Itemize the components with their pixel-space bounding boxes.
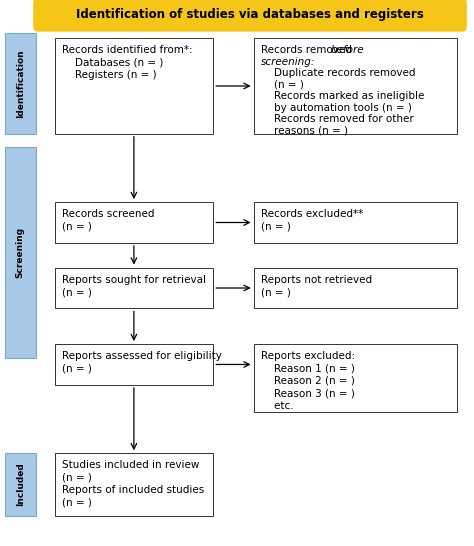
- Text: reasons (n = ): reasons (n = ): [261, 126, 348, 135]
- FancyBboxPatch shape: [254, 202, 457, 243]
- FancyBboxPatch shape: [55, 344, 213, 385]
- FancyBboxPatch shape: [5, 33, 36, 134]
- FancyBboxPatch shape: [5, 147, 36, 358]
- Text: Reports excluded:
    Reason 1 (n = )
    Reason 2 (n = )
    Reason 3 (n = )
  : Reports excluded: Reason 1 (n = ) Reason…: [261, 351, 355, 411]
- Text: Studies included in review
(n = )
Reports of included studies
(n = ): Studies included in review (n = ) Report…: [62, 460, 204, 507]
- Text: Included: Included: [16, 462, 25, 507]
- Text: Identification: Identification: [16, 49, 25, 117]
- Text: Screening: Screening: [16, 227, 25, 278]
- FancyBboxPatch shape: [55, 202, 213, 243]
- FancyBboxPatch shape: [5, 453, 36, 516]
- Text: Records excluded**
(n = ): Records excluded** (n = ): [261, 209, 363, 232]
- Text: Reports sought for retrieval
(n = ): Reports sought for retrieval (n = ): [62, 275, 206, 297]
- Text: (n = ): (n = ): [261, 80, 303, 90]
- Text: Records marked as ineligible: Records marked as ineligible: [261, 91, 424, 101]
- Text: Records removed for other: Records removed for other: [261, 114, 413, 124]
- Text: Records screened
(n = ): Records screened (n = ): [62, 209, 154, 232]
- FancyBboxPatch shape: [55, 268, 213, 308]
- Text: Records removed: Records removed: [261, 45, 355, 55]
- FancyBboxPatch shape: [254, 38, 457, 134]
- FancyBboxPatch shape: [254, 344, 457, 412]
- FancyBboxPatch shape: [55, 453, 213, 516]
- FancyBboxPatch shape: [33, 0, 467, 32]
- Text: Reports assessed for eligibility
(n = ): Reports assessed for eligibility (n = ): [62, 351, 221, 373]
- Text: by automation tools (n = ): by automation tools (n = ): [261, 103, 411, 112]
- Text: Reports not retrieved
(n = ): Reports not retrieved (n = ): [261, 275, 372, 297]
- Text: Identification of studies via databases and registers: Identification of studies via databases …: [76, 8, 424, 21]
- Text: Duplicate records removed: Duplicate records removed: [261, 68, 415, 78]
- Text: Records identified from*:
    Databases (n = )
    Registers (n = ): Records identified from*: Databases (n =…: [62, 45, 192, 80]
- FancyBboxPatch shape: [254, 268, 457, 308]
- FancyBboxPatch shape: [55, 38, 213, 134]
- Text: before: before: [331, 45, 365, 55]
- Text: screening:: screening:: [261, 57, 315, 67]
